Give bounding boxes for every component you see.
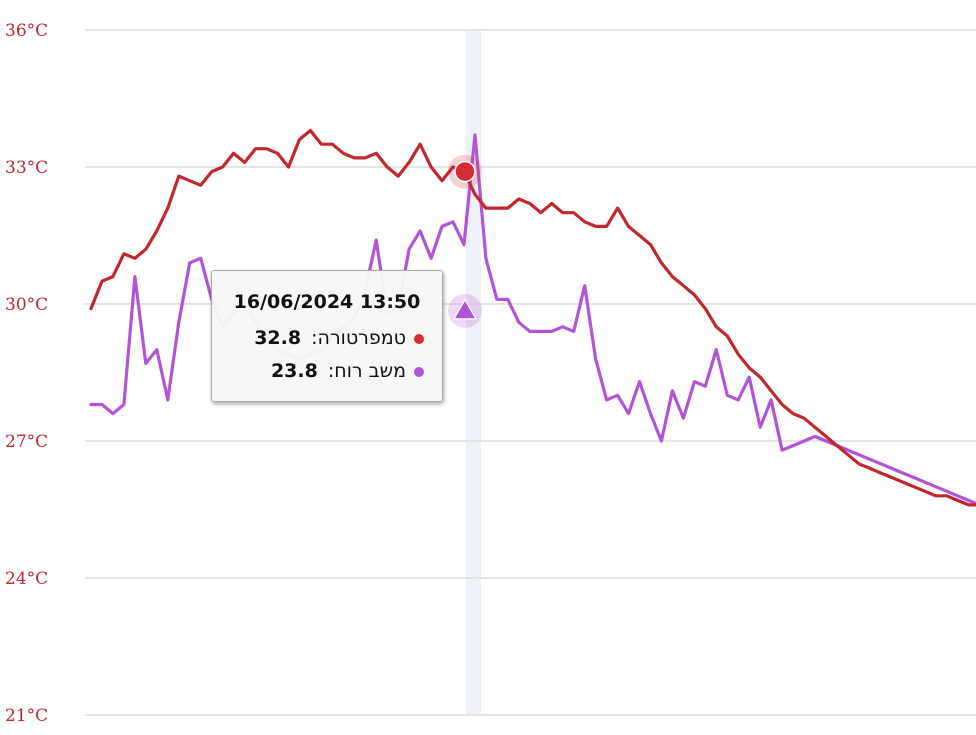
crosshair-band	[466, 30, 481, 715]
y-tick-label: 27°C	[5, 432, 48, 452]
y-axis-ticks: 36°C 33°C 30°C 27°C 24°C 21°C	[5, 21, 48, 726]
temperature-series-line	[89, 128, 976, 507]
tooltip-title: 16/06/2024 13:50	[233, 291, 421, 313]
y-tick-label: 21°C	[5, 706, 48, 726]
tooltip-temperature-label: טמפרטורה:	[311, 327, 406, 349]
temperature-dot-icon	[414, 333, 424, 344]
y-tick-label: 33°C	[5, 158, 48, 178]
tooltip-row-wind: משב רוח: 23.8	[271, 360, 424, 382]
y-tick-label: 24°C	[5, 569, 48, 589]
y-tick-label: 30°C	[5, 295, 48, 315]
wind-marker	[452, 298, 478, 320]
hover-markers	[447, 154, 482, 328]
temperature-marker	[454, 160, 476, 183]
tooltip-row-temperature: טמפרטורה: 32.8	[254, 327, 424, 349]
wind-dot-icon	[414, 366, 424, 377]
tooltip-wind-value: 23.8	[270, 360, 318, 382]
y-tick-label: 36°C	[5, 21, 48, 41]
tooltip-temperature-value: 32.8	[254, 327, 302, 349]
tooltip: 16/06/2024 13:50 טמפרטורה: 32.8 משב רוח:…	[211, 270, 443, 402]
tooltip-wind-label: משב רוח:	[327, 360, 406, 382]
